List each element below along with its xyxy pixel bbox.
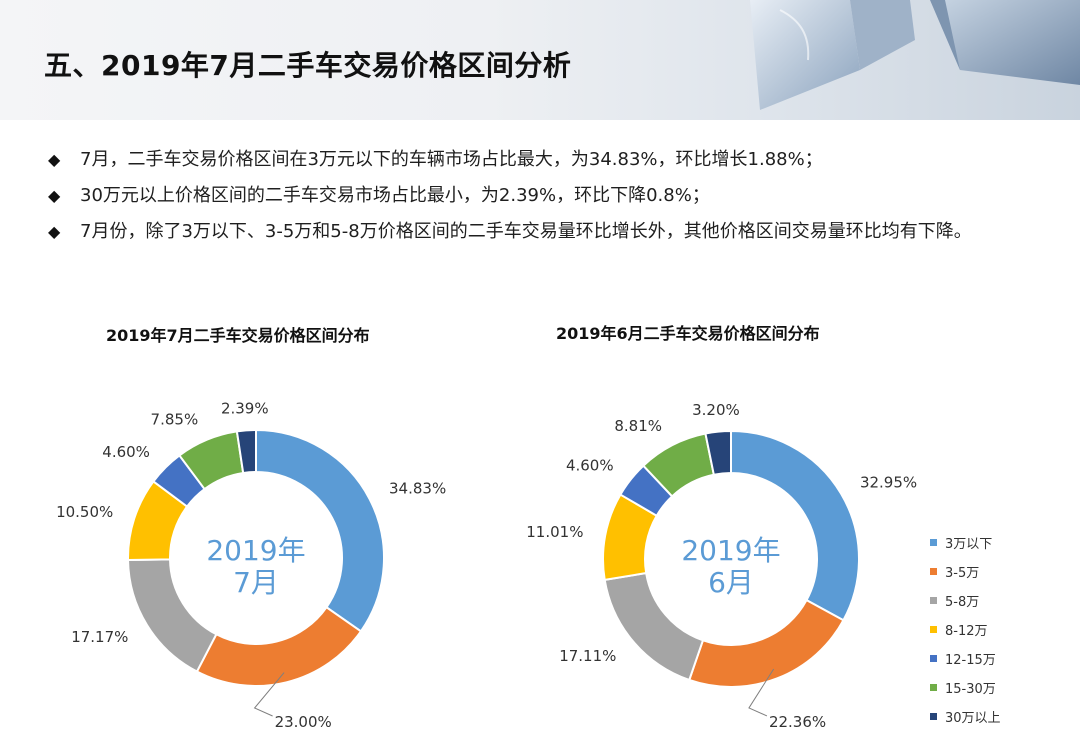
page-title: 五、2019年7月二手车交易价格区间分析 [44,49,572,82]
slice-label: 2.39% [221,399,269,417]
bullet-item: ◆ 7月，二手车交易价格区间在3万元以下的车辆市场占比最大，为34.83%，环比… [48,142,1058,178]
legend-swatch [930,713,937,720]
chart-legend: 3万以下 3-5万 5-8万 8-12万 12-15万 15-30万 30万以上 [930,528,1001,731]
legend-label: 12-15万 [945,653,996,668]
legend-swatch [930,597,937,604]
legend-label: 8-12万 [945,624,988,639]
diamond-bullet-icon: ◆ [48,222,61,241]
diamond-bullet-icon: ◆ [48,186,61,205]
leader-line [748,668,775,717]
slice-label: 7.85% [151,411,199,429]
legend-label: 3万以下 [945,537,993,552]
legend-item: 30万以上 [930,702,1001,731]
donut-center-label: 2019年 [206,534,305,567]
legend-label: 3-5万 [945,566,980,581]
june-chart-title: 2019年6月二手车交易价格区间分布 [556,324,820,343]
leader-line [253,672,285,717]
legend-item: 12-15万 [930,644,1001,673]
donut-center-label: 2019年 [681,534,780,567]
legend-swatch [930,568,937,575]
slice-label: 8.81% [614,417,662,435]
slice-label: 23.00% [275,713,332,731]
slice-label: 34.83% [389,480,446,498]
slice-label: 32.95% [860,473,917,491]
donut-slice [126,558,218,673]
summary-bullets: ◆ 7月，二手车交易价格区间在3万元以下的车辆市场占比最大，为34.83%，环比… [48,142,1058,250]
slice-label: 3.20% [692,401,740,419]
slice-label: 22.36% [769,713,826,731]
slice-label: 17.11% [559,647,616,665]
slice-label: 4.60% [566,457,614,475]
legend-swatch [930,684,937,691]
donut-slice [687,598,845,688]
donut-slice [603,571,705,682]
slice-label: 11.01% [526,523,583,541]
diamond-bullet-icon: ◆ [48,150,61,169]
donut-slice [730,429,860,622]
legend-item: 3-5万 [930,557,1001,586]
legend-label: 5-8万 [945,595,980,610]
cubes-decoration-icon [750,0,1080,110]
donut-slice [195,605,363,687]
bullet-text: 7月，二手车交易价格区间在3万元以下的车辆市场占比最大，为34.83%，环比增长… [80,149,823,170]
legend-swatch [930,655,937,662]
legend-swatch [930,539,937,546]
legend-item: 3万以下 [930,528,1001,557]
legend-item: 8-12万 [930,615,1001,644]
legend-item: 15-30万 [930,673,1001,702]
donut-slice [704,429,732,476]
bullet-item: ◆ 30万元以上价格区间的二手车交易市场占比最小，为2.39%，环比下降0.8%… [48,178,1058,214]
slice-label: 10.50% [56,503,113,521]
bullet-text: 30万元以上价格区间的二手车交易市场占比最小，为2.39%，环比下降0.8%； [80,185,710,206]
legend-item: 5-8万 [930,586,1001,615]
legend-swatch [930,626,937,633]
donut-center-label: 7月 [233,566,279,599]
title-banner: 五、2019年7月二手车交易价格区间分析 [0,0,1080,120]
slice-label: 17.17% [71,628,128,646]
legend-label: 30万以上 [945,711,1001,726]
slice-label: 4.60% [102,443,150,461]
legend-label: 15-30万 [945,682,996,697]
july-chart-title: 2019年7月二手车交易价格区间分布 [106,326,370,345]
donut-center-label: 6月 [708,566,754,599]
donut-slice [255,428,385,633]
bullet-item: ◆ 7月份，除了3万以下、3-5万和5-8万价格区间的二手车交易量环比增长外，其… [48,214,1058,250]
donut-slice [235,428,257,475]
bullet-text: 7月份，除了3万以下、3-5万和5-8万价格区间的二手车交易量环比增长外，其他价… [80,221,972,242]
